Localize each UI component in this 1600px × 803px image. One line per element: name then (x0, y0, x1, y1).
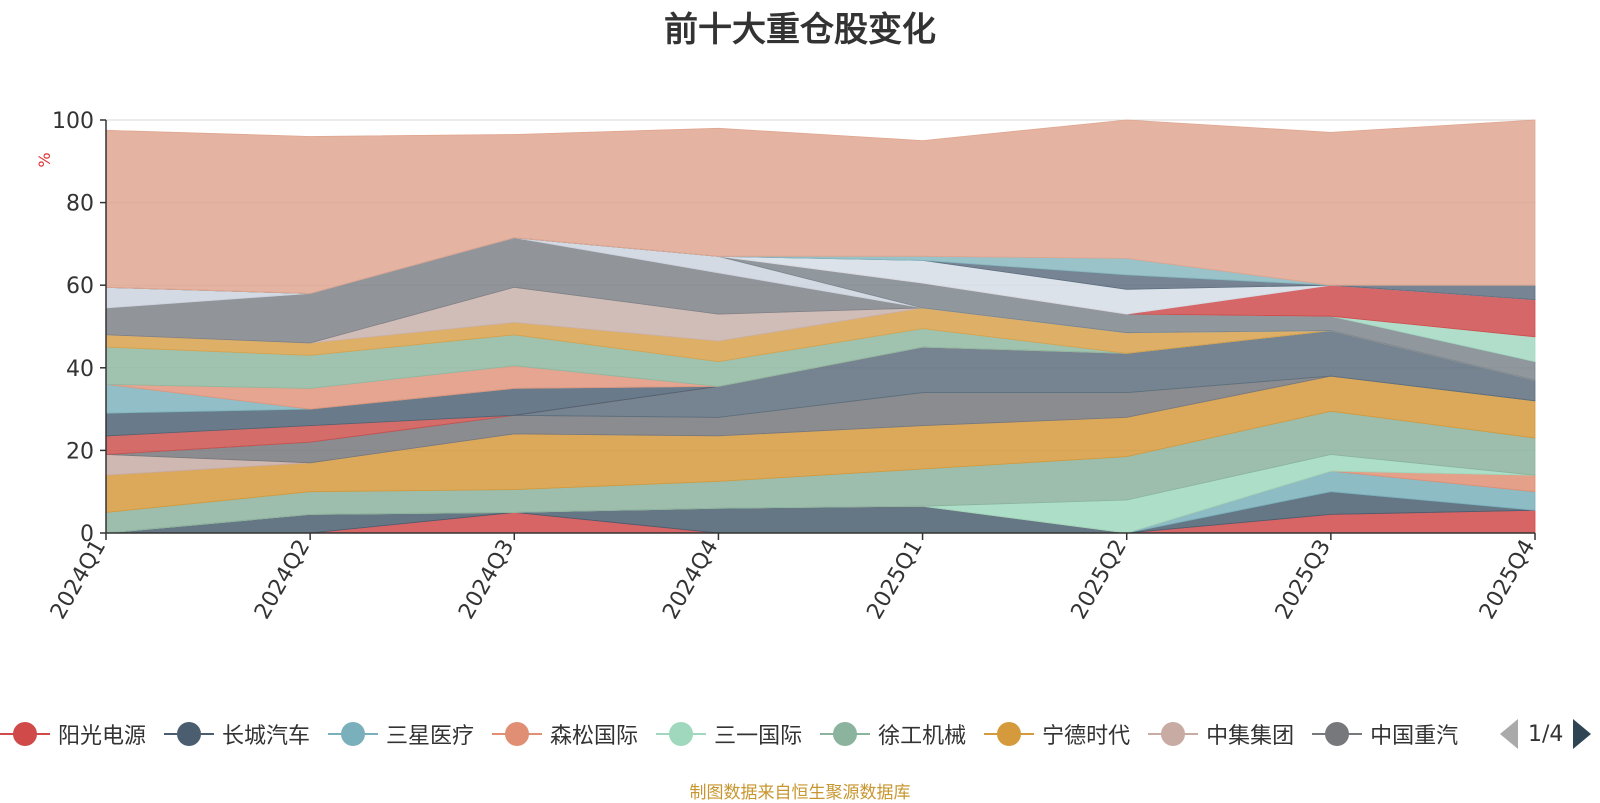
legend-marker-icon (328, 722, 379, 746)
legend-label: 三一国际 (714, 724, 803, 749)
legend-marker-icon (1148, 722, 1199, 746)
legend-label: 徐工机械 (878, 724, 967, 749)
chart-title: 前十大重仓股变化 (664, 10, 936, 50)
legend-marker-icon (164, 722, 215, 746)
legend-item-3[interactable]: 三星医疗 (328, 714, 474, 754)
legend-item-2[interactable]: 长城汽车 (164, 714, 310, 754)
legend-label: 中国重汽 (1370, 724, 1459, 749)
legend-marker-icon (0, 722, 50, 746)
data-source-note: 制图数据来自恒生聚源数据库 (689, 783, 911, 803)
legend-page-indicator: 1/4 (1528, 721, 1564, 747)
x-tick-label: 2024Q2 (250, 536, 315, 624)
y-tick-label: 60 (66, 274, 94, 299)
x-tick-label: 2025Q3 (1271, 536, 1336, 624)
legend: 阳光电源 长城汽车 三星医疗 森松国际 三一国际 徐工机械 宁德时代 中集集团 中国重汽 (0, 714, 1490, 754)
legend-marker-icon (656, 722, 707, 746)
x-tick-label: 2025Q1 (862, 536, 927, 624)
legend-item-8[interactable]: 中集集团 (1148, 714, 1294, 754)
legend-item-9[interactable]: 中国重汽 (1312, 714, 1458, 754)
area-series-layer (105, 119, 1536, 534)
y-tick-label: 20 (66, 439, 94, 464)
legend-pager: 1/4 (1500, 716, 1592, 752)
stacked-area-chart: 0 20 40 60 80 100 2024Q1 2024Q2 2024Q3 2024Q4 2025… (35, 109, 1540, 624)
legend-item-6[interactable]: 徐工机械 (820, 714, 966, 754)
area-series-26[interactable] (105, 119, 1536, 294)
x-tick-label: 2025Q2 (1067, 536, 1132, 624)
legend-label: 中集集团 (1206, 724, 1295, 749)
x-tick-label: 2024Q4 (658, 536, 723, 624)
legend-item-7[interactable]: 宁德时代 (984, 714, 1130, 754)
legend-label: 三星医疗 (386, 724, 475, 749)
legend-label: 宁德时代 (1042, 724, 1131, 749)
y-tick-label: 100 (52, 109, 94, 134)
y-tick-label: 80 (66, 192, 94, 217)
legend-label: 长城汽车 (222, 724, 311, 749)
legend-label: 阳光电源 (58, 724, 147, 749)
legend-next-page-button[interactable] (1573, 719, 1592, 749)
x-tick-label: 2024Q1 (46, 536, 111, 624)
x-tick-label: 2025Q4 (1475, 536, 1540, 624)
legend-marker-icon (1312, 722, 1363, 746)
legend-marker-icon (984, 722, 1035, 746)
legend-item-1[interactable]: 阳光电源 (0, 714, 146, 754)
legend-prev-page-button[interactable] (1500, 719, 1518, 749)
y-axis-unit-label: % (35, 152, 54, 167)
x-tick-label: 2024Q3 (454, 536, 519, 624)
y-tick-label: 0 (80, 522, 94, 547)
y-tick-label: 40 (66, 357, 94, 382)
legend-label: 森松国际 (550, 724, 639, 749)
legend-item-4[interactable]: 森松国际 (492, 714, 638, 754)
legend-marker-icon (492, 722, 543, 746)
legend-item-5[interactable]: 三一国际 (656, 714, 802, 754)
legend-marker-icon (820, 722, 871, 746)
